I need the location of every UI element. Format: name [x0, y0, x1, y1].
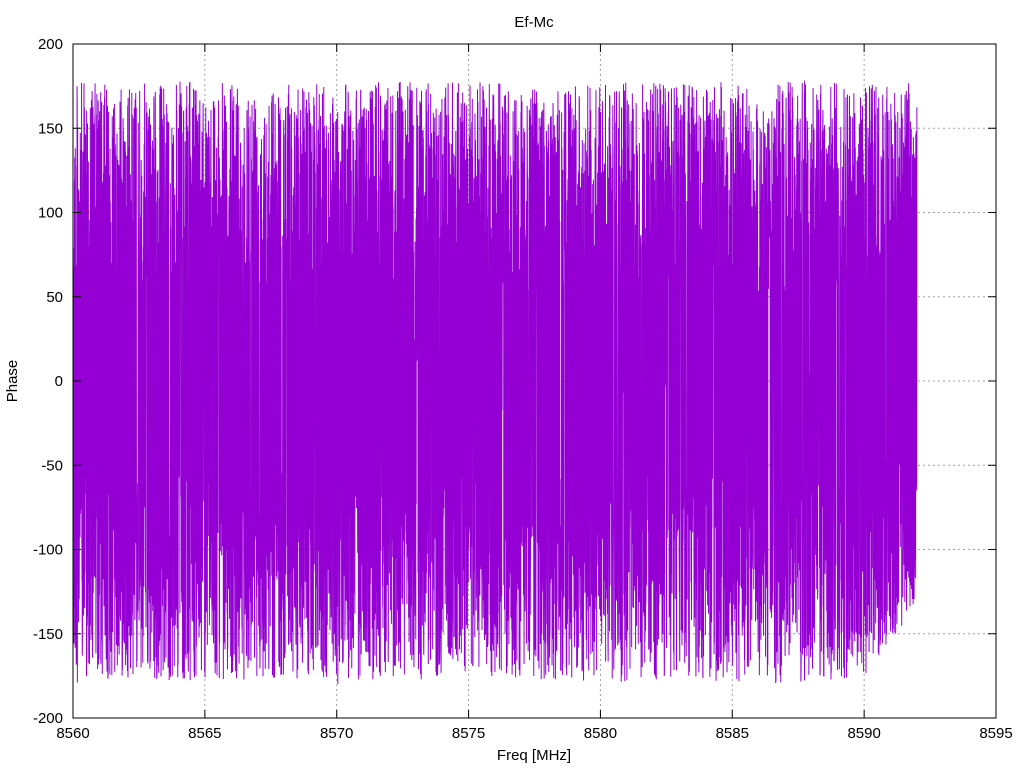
chart-title: Ef-Mc [514, 14, 554, 31]
y-tick-label: -50 [41, 457, 63, 474]
x-tick-label: 8560 [56, 725, 89, 742]
data-series [72, 80, 918, 684]
x-tick-label: 8575 [452, 725, 485, 742]
y-tick-label: 150 [38, 120, 63, 137]
x-tick-label: 8595 [979, 725, 1012, 742]
y-tick-label: 100 [38, 205, 63, 222]
phase-series-line [72, 80, 918, 684]
y-tick-label: -200 [33, 710, 63, 727]
x-tick-label: 8570 [320, 725, 353, 742]
axis-ticks: 8560 8565 8570 8575 8580 8585 8590 8595 -200 -150… [33, 36, 1013, 742]
y-tick-label: -150 [33, 626, 63, 643]
y-tick-label: 0 [55, 373, 63, 390]
x-tick-label: 8585 [716, 725, 749, 742]
y-axis-label: Phase [4, 360, 21, 403]
y-tick-label: 200 [38, 36, 63, 53]
y-tick-label: 50 [46, 289, 63, 306]
x-tick-label: 8580 [584, 725, 617, 742]
x-tick-label: 8565 [188, 725, 221, 742]
x-axis-label: Freq [MHz] [497, 747, 571, 764]
y-tick-label: -100 [33, 542, 63, 559]
x-tick-label: 8590 [847, 725, 880, 742]
